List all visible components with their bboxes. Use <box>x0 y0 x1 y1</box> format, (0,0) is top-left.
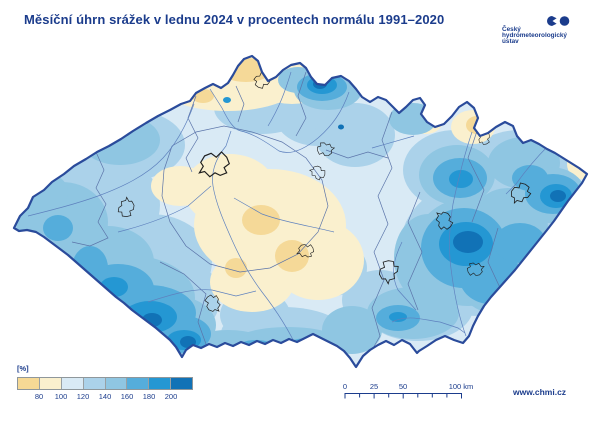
legend-swatch <box>18 378 40 389</box>
legend-swatch <box>39 378 62 389</box>
legend-tick-label: 120 <box>76 392 90 401</box>
legend-swatch <box>171 378 192 389</box>
page-title: Měsíční úhrn srážek v lednu 2024 v proce… <box>24 12 445 27</box>
legend-swatch <box>105 378 128 389</box>
legend-tick-label: 160 <box>120 392 134 401</box>
logo-line-2: hydrometeorologický <box>502 32 567 39</box>
legend-swatches <box>17 377 193 390</box>
scalebar-label-0: 0 <box>343 382 347 391</box>
chmi-logo-icon <box>547 16 570 26</box>
legend: [%] 80 100 120 140 160 180 200 <box>17 364 217 402</box>
legend-swatch <box>61 378 84 389</box>
logo-line-1: Český <box>502 26 521 33</box>
region-boundaries <box>71 71 503 351</box>
legend-swatch <box>83 378 106 389</box>
chmi-logo: Český hydrometeorologický ústav <box>502 14 592 45</box>
scalebar-label-25: 25 <box>370 382 378 391</box>
scalebar: 0 25 50 100 km <box>343 382 473 399</box>
legend-tick-label: 100 <box>54 392 68 401</box>
legend-tick-label: 200 <box>164 392 178 401</box>
logo-line-3: ústav <box>502 38 519 45</box>
legend-tick-label: 80 <box>34 392 44 401</box>
legend-ticks: 80 100 120 140 160 180 200 <box>17 392 217 402</box>
scalebar-label-50: 50 <box>399 382 407 391</box>
legend-tick-label: 180 <box>142 392 156 401</box>
legend-tick-label: 140 <box>98 392 112 401</box>
legend-swatch <box>149 378 172 389</box>
scalebar-label-100km: 100 km <box>449 382 474 391</box>
legend-unit-label: [%] <box>17 364 29 373</box>
rivers <box>27 71 549 351</box>
legend-swatch <box>127 378 150 389</box>
website-url: www.chmi.cz <box>513 387 567 397</box>
scalebar-line <box>344 393 462 399</box>
